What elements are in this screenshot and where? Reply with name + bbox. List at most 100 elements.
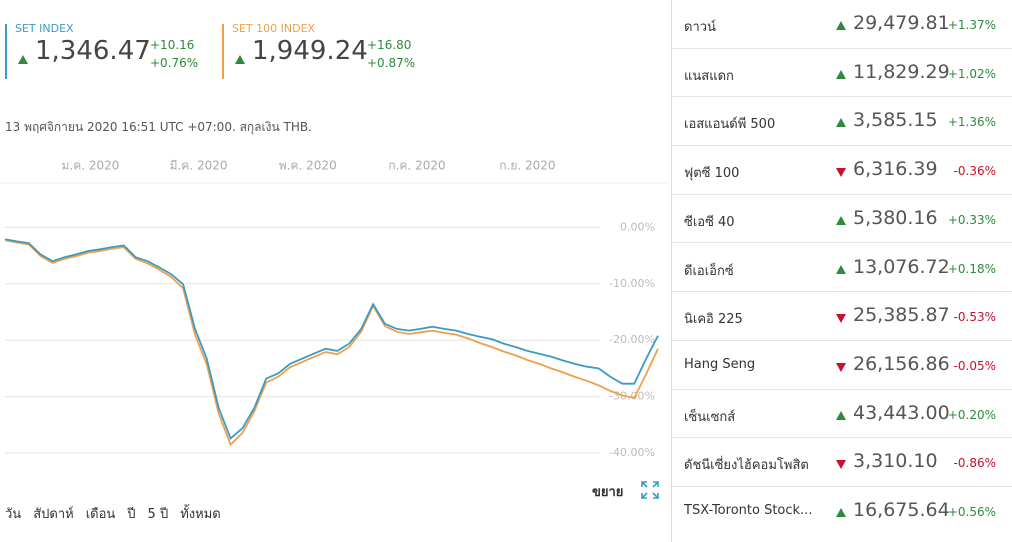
market-row[interactable]: TSX-Toronto Stock... 16,675.64 +0.56% — [672, 487, 1012, 536]
arrow-shape — [836, 264, 846, 274]
row-separator — [672, 388, 1012, 390]
market-change: -0.86% — [953, 456, 996, 471]
market-name: ดาวน์ — [684, 20, 716, 35]
index-card: SET 100 INDEX 1,949.24 +16.80 +0.87% — [222, 20, 432, 80]
arrow-shape — [836, 118, 846, 128]
market-row[interactable]: แนสแดก 11,829.29 +1.02% — [672, 49, 1012, 98]
divider — [671, 0, 672, 542]
market-arrow — [836, 118, 846, 128]
market-change: -0.36% — [953, 164, 996, 179]
row-separator — [672, 291, 1012, 293]
market-change: +0.56% — [947, 505, 996, 519]
market-value: 3,585.15 — [853, 109, 938, 132]
y-tick-label: -10.00% — [609, 277, 655, 290]
market-name: เอสแอนด์พี 500 — [684, 117, 776, 133]
period-button[interactable]: สัปดาห์ — [33, 507, 74, 522]
index-change-pct: +0.87% — [367, 56, 416, 70]
x-tick-label: ม.ค. 2020 — [62, 159, 120, 173]
market-name: Hang Seng — [684, 356, 756, 372]
index-change-pct: +0.76% — [150, 56, 199, 70]
arrow-shape — [836, 362, 846, 372]
market-value: 25,385.87 — [853, 304, 950, 327]
market-row[interactable]: นิเคอิ 225 25,385.87 -0.53% — [672, 292, 1012, 341]
market-list: ดาวน์ 29,479.81 +1.37% แนสแดก 11,829.29 +1.02… — [672, 0, 1012, 542]
market-row[interactable]: ซีเอซี 40 5,380.16 +0.33% — [672, 195, 1012, 244]
expand-icon[interactable] — [640, 480, 660, 500]
row-separator — [672, 242, 1012, 244]
market-row[interactable]: เซ็นเซกส์ 43,443.00 +0.20% — [672, 390, 1012, 439]
row-separator — [672, 96, 1012, 98]
index-value: 1,346.47 — [35, 36, 151, 66]
market-change: +0.18% — [947, 261, 996, 276]
market-row[interactable]: ฟุตซี 100 6,316.39 -0.36% — [672, 146, 1012, 195]
row-separator — [672, 145, 1012, 147]
market-name: ซีเอซี 40 — [684, 214, 735, 230]
arrow-shape — [836, 215, 846, 225]
market-row[interactable]: ดีเอเอ็กซ์ 13,076.72 +0.18% — [672, 244, 1012, 293]
market-arrow — [836, 314, 846, 324]
market-name: ดัชนีเซี่ยงไฮ้คอมโพสิต — [684, 458, 809, 474]
period-button[interactable]: 5 ปี — [147, 507, 169, 522]
index-value: 1,949.24 — [252, 36, 368, 66]
market-arrow — [836, 508, 846, 517]
market-value: 13,076.72 — [853, 255, 950, 278]
index-bar — [5, 24, 7, 79]
arrow-shape — [836, 314, 846, 324]
market-row[interactable]: เอสแอนด์พี 500 3,585.15 +1.36% — [672, 97, 1012, 147]
arrow-shape — [836, 21, 846, 30]
index-name: SET 100 INDEX — [232, 22, 316, 35]
arrow-shape — [836, 69, 846, 79]
arrow-shape — [18, 55, 28, 64]
arrow-shape — [836, 508, 846, 517]
market-name: นิเคอิ 225 — [684, 312, 743, 328]
x-tick-label: ก.ย. 2020 — [499, 159, 555, 173]
index-arrow — [18, 55, 28, 64]
row-separator — [672, 193, 1012, 195]
market-value: 5,380.16 — [853, 206, 938, 229]
row-separator — [672, 437, 1012, 439]
market-name: ฟุตซี 100 — [684, 166, 740, 182]
index-name: SET INDEX — [15, 22, 74, 35]
period-button[interactable]: ทั้งหมด — [180, 507, 221, 522]
market-name: เซ็นเซกส์ — [684, 409, 736, 425]
period-button[interactable]: เดือน — [85, 507, 116, 522]
market-arrow — [836, 410, 846, 420]
market-value: 3,310.10 — [853, 450, 938, 473]
period-selector: วัน สัปดาห์ เดือน ปี 5 ปี ทั้งหมด — [5, 503, 233, 524]
timestamp: 13 พฤศจิกายน 2020 16:51 UTC +07:00. สกุล… — [5, 120, 312, 134]
arrow-shape — [836, 460, 846, 470]
market-change: +1.37% — [947, 18, 996, 32]
period-button[interactable]: วัน — [5, 507, 22, 522]
arrow-shape — [836, 168, 846, 178]
index-change: +16.80 — [367, 38, 412, 52]
series-line — [4, 238, 659, 440]
market-change: -0.05% — [953, 358, 996, 373]
x-tick-label: มี.ค. 2020 — [170, 159, 228, 173]
market-row[interactable]: Hang Seng 26,156.86 -0.05% — [672, 341, 1012, 390]
market-arrow — [836, 362, 846, 372]
market-value: 29,479.81 — [853, 12, 950, 34]
index-card: SET INDEX 1,346.47 +10.16 +0.76% — [5, 20, 215, 80]
market-change: +0.33% — [947, 212, 996, 227]
market-value: 6,316.39 — [853, 158, 938, 181]
series-line — [4, 239, 659, 447]
market-arrow — [836, 69, 846, 79]
market-row[interactable]: ดาวน์ 29,479.81 +1.37% — [672, 0, 1012, 49]
y-tick-label: 0.00% — [620, 220, 655, 233]
market-arrow — [836, 264, 846, 274]
y-tick-label: -30.00% — [609, 390, 655, 403]
x-tick-label: ก.ค. 2020 — [388, 159, 445, 173]
period-button[interactable]: ปี — [127, 507, 136, 522]
market-change: +1.02% — [947, 66, 996, 81]
expand-button[interactable]: ขยาย — [592, 485, 624, 500]
arrow-shape — [235, 55, 245, 64]
market-name: TSX-Toronto Stock... — [684, 503, 813, 518]
market-row[interactable]: ดัชนีเซี่ยงไฮ้คอมโพสิต 3,310.10 -0.86% — [672, 438, 1012, 487]
market-arrow — [836, 168, 846, 178]
market-name: แนสแดก — [684, 68, 734, 84]
market-value: 16,675.64 — [853, 499, 950, 521]
market-name: ดีเอเอ็กซ์ — [684, 263, 734, 279]
chart: ม.ค. 2020 มี.ค. 2020 พ.ค. 2020 ก.ค. 2020 ก.ย… — [0, 159, 668, 459]
index-arrow — [235, 55, 245, 64]
